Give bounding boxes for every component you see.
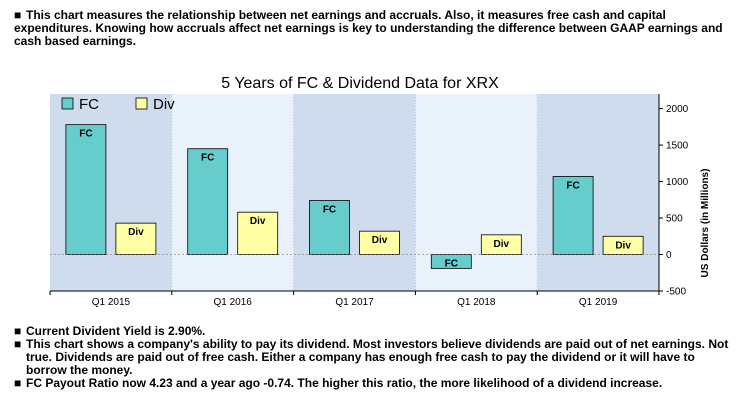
- bottom-notes: ■ Current Divident Yield is 2.90%. ■ Thi…: [14, 325, 734, 390]
- y-tick-label: 1000: [666, 177, 689, 188]
- bullet-icon: ■: [14, 376, 22, 390]
- fc-bar: [552, 176, 594, 255]
- legend-label: Div: [153, 96, 175, 113]
- bar-label: Div: [615, 240, 631, 251]
- intro-text: This chart measures the relationship bet…: [14, 8, 723, 48]
- bar-label: FC: [323, 205, 336, 216]
- x-tick-label: Q1 2017: [335, 297, 374, 308]
- category-band: [293, 94, 416, 291]
- y-axis-label: US Dollars (in Millions): [700, 169, 711, 278]
- bullet-icon: ■: [14, 8, 22, 22]
- x-tick-label: Q1 2019: [579, 297, 618, 308]
- x-tick-label: Q1 2015: [92, 297, 131, 308]
- bar-label: Div: [128, 227, 144, 238]
- bar-label: FC: [201, 153, 214, 164]
- fc-bar: [65, 124, 107, 255]
- note-text: FC Payout Ratio now 4.23 and a year ago …: [26, 376, 663, 390]
- y-tick-label: -500: [666, 287, 686, 298]
- bar-label: Div: [494, 239, 510, 250]
- y-tick-label: 0: [666, 250, 672, 261]
- legend-label: FC: [79, 96, 99, 113]
- div-bar: [480, 234, 522, 255]
- note-item: ■ Current Divident Yield is 2.90%.: [14, 325, 734, 338]
- bar-label: FC: [566, 180, 579, 191]
- intro-note: ■ This chart measures the relationship be…: [14, 9, 734, 48]
- x-tick-label: Q1 2018: [457, 297, 496, 308]
- note-item: ■ FC Payout Ratio now 4.23 and a year ag…: [14, 377, 734, 390]
- chart: 5 Years of FC & Dividend Data for XRX FC…: [49, 75, 711, 308]
- note-text: Current Divident Yield is 2.90%.: [26, 324, 206, 338]
- x-tick-label: Q1 2016: [214, 297, 253, 308]
- legend-div-swatch: [135, 97, 148, 110]
- bar-label: FC: [79, 129, 92, 140]
- fc-bar: [187, 148, 229, 255]
- note-item: ■ This chart shows a company's ability t…: [14, 338, 734, 377]
- y-tick-label: 1500: [666, 141, 689, 152]
- legend-fc-swatch: [61, 97, 74, 110]
- bar-label: Div: [372, 235, 388, 246]
- bar-label: Div: [250, 216, 266, 227]
- y-tick-label: 500: [666, 214, 683, 225]
- y-tick-label: 2000: [666, 104, 689, 115]
- bullet-icon: ■: [14, 337, 22, 351]
- div-bar: [237, 211, 279, 255]
- bullet-icon: ■: [14, 324, 22, 338]
- chart-title: 5 Years of FC & Dividend Data for XRX: [221, 75, 499, 92]
- fc-bar: [309, 200, 350, 255]
- bar-label: FC: [445, 259, 458, 270]
- note-text: This chart shows a company's ability to …: [26, 337, 729, 377]
